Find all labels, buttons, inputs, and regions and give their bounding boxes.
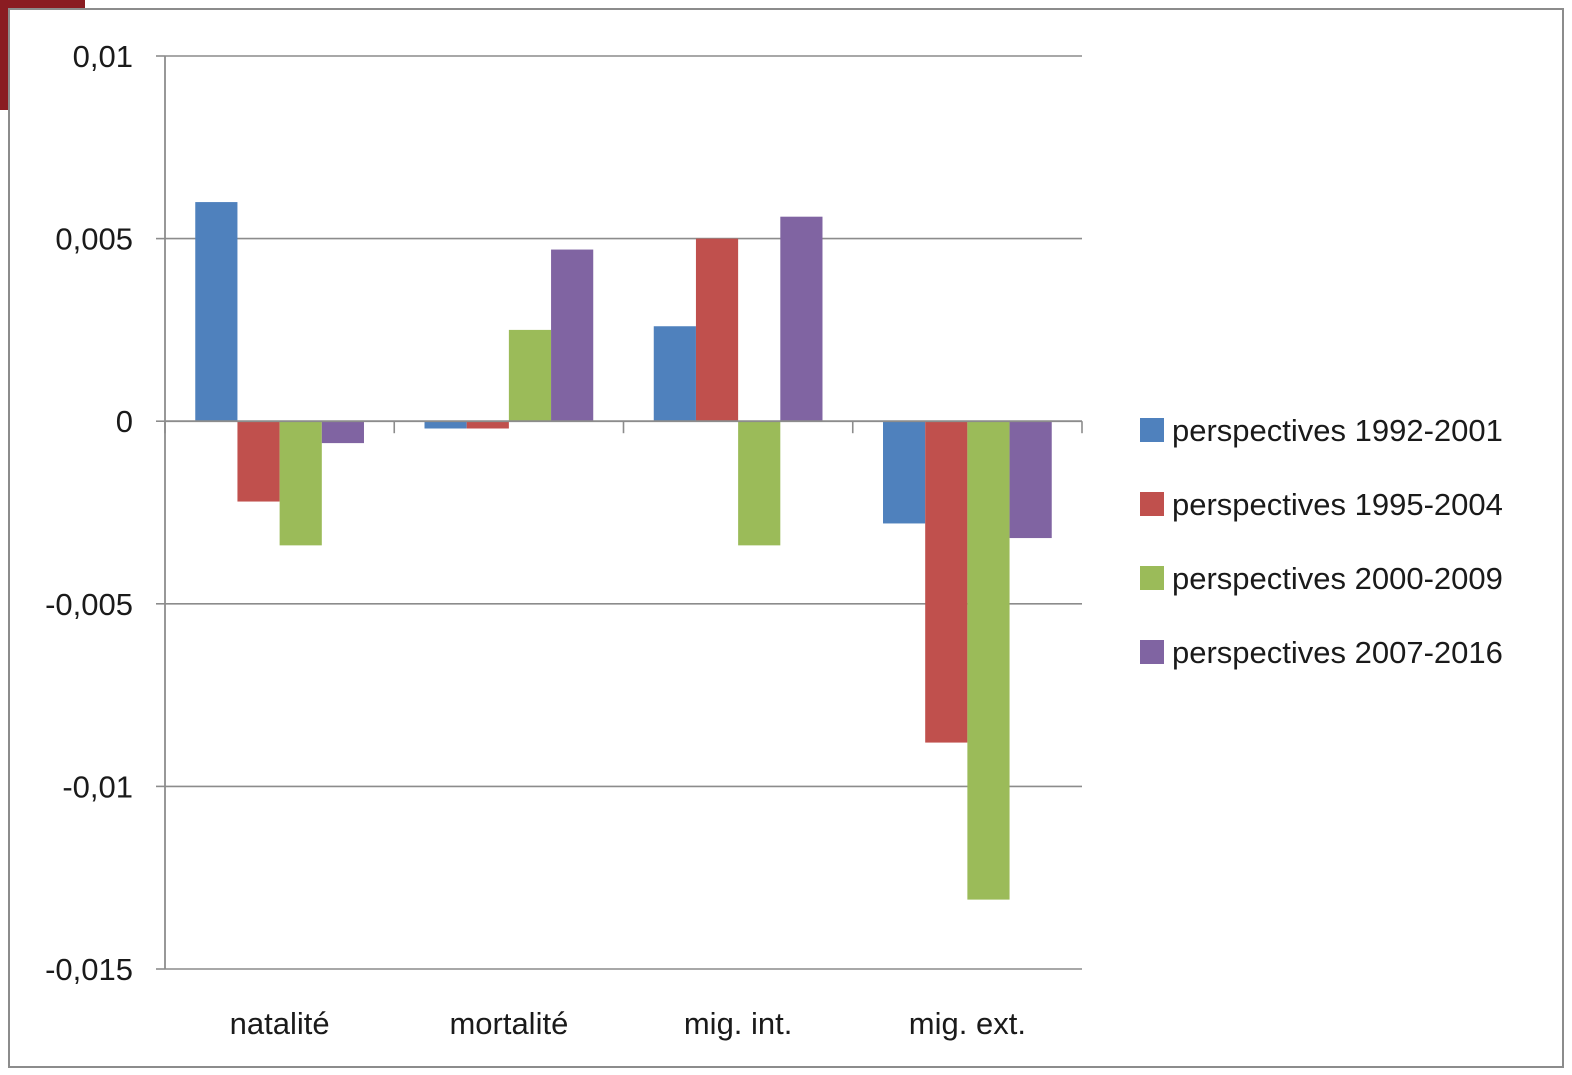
bar-3-3 (738, 421, 781, 546)
legend-swatch (1140, 640, 1164, 664)
x-tick-label: natalité (230, 1006, 330, 1041)
axes: 0,01 0,005 0 -0,005 -0,01 -0,015 natalité morta… (45, 39, 1083, 1041)
legend-label: perspectives 1995-2004 (1172, 487, 1503, 522)
bar-2-1 (237, 421, 280, 502)
x-tick-label: mig. ext. (909, 1006, 1026, 1041)
legend-swatch (1140, 492, 1164, 516)
y-tick-label: 0,005 (55, 222, 133, 257)
y-tick-label: -0,005 (45, 587, 133, 622)
bar-3-1 (279, 421, 322, 546)
legend-swatch (1140, 566, 1164, 590)
y-tick-label: -0,01 (62, 769, 133, 804)
bar-4-4 (1009, 421, 1052, 539)
legend: perspectives 1992-2001 perspectives 1995-… (1140, 413, 1503, 670)
bars (195, 202, 1052, 900)
legend-label: perspectives 1992-2001 (1172, 413, 1503, 448)
y-tick-label: 0,01 (73, 39, 133, 74)
y-tick-label: 0 (116, 404, 133, 439)
bar-1-3 (653, 326, 696, 422)
legend-label: perspectives 2007-2016 (1172, 635, 1503, 670)
bar-1-2 (424, 421, 467, 429)
bar-2-2 (466, 421, 509, 429)
bar-4-3 (780, 216, 823, 422)
legend-label: perspectives 2000-2009 (1172, 561, 1503, 596)
bar-4-2 (551, 249, 594, 422)
bar-2-3 (695, 238, 739, 422)
y-tick-label: -0,015 (45, 952, 133, 987)
bar-2-4 (925, 421, 968, 743)
corner-accent-top (0, 0, 85, 8)
x-tick-label: mig. int. (684, 1006, 793, 1041)
chart-frame (8, 8, 1564, 1068)
bar-3-4 (967, 421, 1010, 900)
x-tick-label: mortalité (449, 1006, 568, 1041)
bar-3-2 (508, 329, 552, 422)
bar-1-4 (883, 421, 926, 524)
bar-1-1 (195, 202, 238, 422)
bar-4-1 (321, 421, 364, 444)
legend-swatch (1140, 418, 1164, 442)
